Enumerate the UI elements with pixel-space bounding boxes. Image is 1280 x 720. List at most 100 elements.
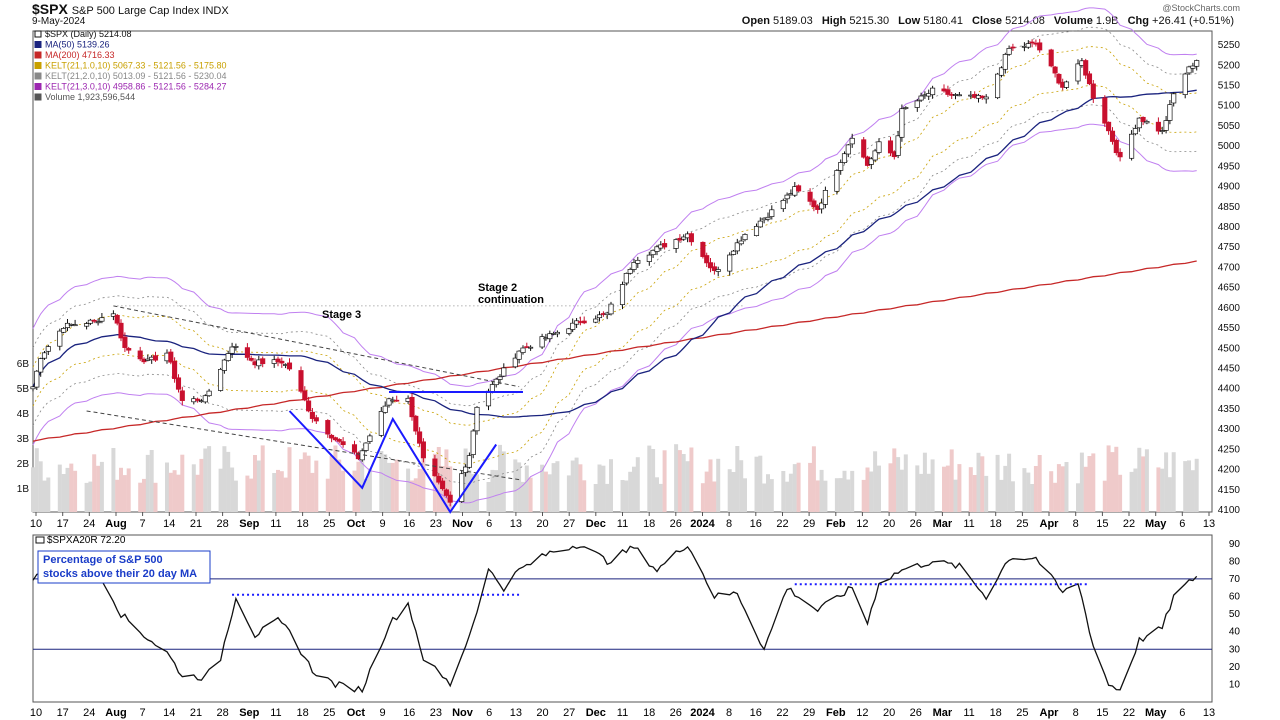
candle-body xyxy=(137,350,143,360)
volume-bar xyxy=(1141,456,1146,512)
stage3-lower-trendline xyxy=(86,410,520,481)
candle-body xyxy=(447,494,453,503)
volume-bar xyxy=(815,480,820,512)
volume-bar xyxy=(930,459,935,512)
candle-body xyxy=(956,94,962,97)
volume-bar xyxy=(1106,445,1111,512)
volume-bar xyxy=(153,482,158,512)
volume-bar xyxy=(792,464,797,512)
x-tick-label: 8 xyxy=(1073,518,1079,530)
volume-bar xyxy=(685,461,690,512)
volume-bar xyxy=(501,451,506,512)
x-tick-label: 20 xyxy=(883,518,895,530)
volume-tick-label: 5B xyxy=(17,384,30,395)
candle-body xyxy=(841,153,848,163)
volume-bar xyxy=(1137,447,1142,512)
indicator-x-tick-label: 11 xyxy=(963,707,974,719)
close-label: Close xyxy=(972,15,1003,27)
volume-bar xyxy=(1064,462,1069,512)
volume-bar xyxy=(364,479,368,512)
candle-body xyxy=(378,411,384,436)
indicator-x-tick-label: 24 xyxy=(83,707,95,719)
candle-body xyxy=(528,346,534,349)
volume-bar xyxy=(632,466,636,512)
price-tick-label: 4550 xyxy=(1218,323,1241,334)
volume-bar xyxy=(96,465,101,512)
x-tick-label: 18 xyxy=(990,518,1002,530)
volume-bar xyxy=(1030,484,1035,512)
candle-body xyxy=(688,233,694,243)
candle-body xyxy=(707,262,714,269)
x-tick-label: 25 xyxy=(1016,518,1028,530)
candle-body xyxy=(861,139,867,158)
volume-bar xyxy=(222,446,227,512)
volume-bar xyxy=(1033,466,1038,512)
x-tick-label: 22 xyxy=(1123,518,1135,530)
volume-bar xyxy=(819,469,824,512)
volume-bar xyxy=(716,458,721,512)
volume-bar xyxy=(299,459,303,512)
volume-bar xyxy=(379,451,384,512)
candle-body xyxy=(367,435,373,442)
volume-bar xyxy=(279,471,284,512)
price-tick-label: 4300 xyxy=(1218,424,1241,435)
volume-bar xyxy=(850,470,855,512)
indicator-x-tick-label: 6 xyxy=(1179,707,1185,719)
volume-bar xyxy=(272,473,277,512)
volume-bar xyxy=(1118,474,1123,512)
candle-icon xyxy=(34,30,42,38)
candle-body xyxy=(1083,60,1089,76)
volume-bar xyxy=(651,449,656,512)
volume-bar xyxy=(406,468,411,512)
candle-body xyxy=(313,417,319,422)
w-pattern-line xyxy=(288,410,498,514)
indicator-x-tick-label: 9 xyxy=(380,707,386,719)
price-tick-label: 5250 xyxy=(1218,40,1241,51)
candle-body xyxy=(114,315,120,324)
candle-body xyxy=(627,269,633,274)
candle-body xyxy=(363,442,369,451)
volume-bar xyxy=(949,449,954,512)
x-tick-label: 21 xyxy=(190,518,202,530)
indicator-description-box xyxy=(37,550,211,584)
volume-bar xyxy=(781,471,786,512)
candle-body xyxy=(868,158,874,165)
price-tick-label: 4700 xyxy=(1218,262,1241,273)
volume-bar xyxy=(432,453,437,512)
indicator-x-tick-label: Mar xyxy=(933,707,953,719)
volume-bar xyxy=(662,450,667,512)
price-tick-label: 4450 xyxy=(1218,364,1241,375)
x-tick-label: Aug xyxy=(105,518,126,530)
volume-bar xyxy=(1076,483,1080,512)
x-tick-label: 25 xyxy=(323,518,335,530)
candle-body xyxy=(302,390,308,401)
line-icon xyxy=(34,41,42,48)
volume-bar xyxy=(245,475,250,512)
volume-bar xyxy=(1037,455,1042,512)
volume-bar xyxy=(168,472,173,512)
candle-body xyxy=(340,441,346,446)
candle-body xyxy=(838,162,844,171)
candle-body xyxy=(1140,116,1146,122)
indicator-tick-label: 80 xyxy=(1229,556,1241,567)
volume-bar xyxy=(689,447,694,512)
indicator-x-tick-label: Aug xyxy=(105,707,126,719)
candle-body xyxy=(742,234,748,241)
volume-bar xyxy=(337,459,342,512)
volume-bar xyxy=(540,464,545,512)
volume-bar xyxy=(230,467,235,512)
price-tick-label: 4750 xyxy=(1218,242,1241,253)
candle-body xyxy=(849,137,855,145)
candle-body xyxy=(474,406,480,432)
volume-bar xyxy=(199,458,204,512)
volume-bar xyxy=(111,448,116,512)
volume-bar xyxy=(475,474,479,512)
volume-bar xyxy=(195,474,200,512)
candle-body xyxy=(41,352,48,359)
candle-body xyxy=(84,323,90,327)
candle-body xyxy=(118,322,124,339)
volume-bar xyxy=(708,459,713,512)
candle-body xyxy=(420,441,426,459)
candle-body xyxy=(440,480,446,490)
candle-body xyxy=(623,273,629,284)
